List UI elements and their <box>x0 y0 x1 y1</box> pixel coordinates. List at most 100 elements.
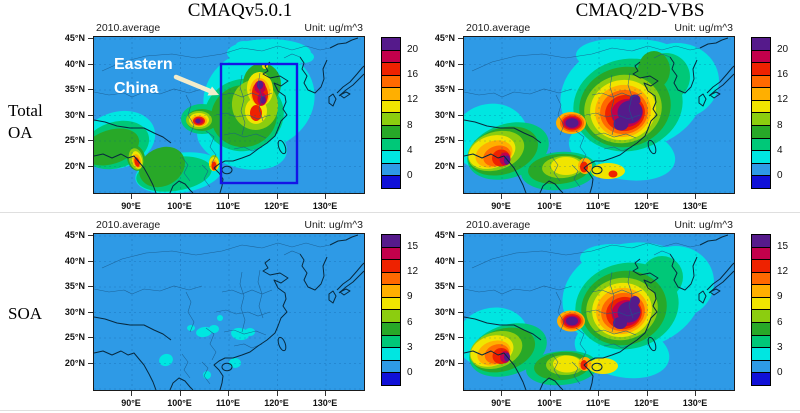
province-borders <box>464 45 701 188</box>
y-tick-label-br-3: 30°N <box>434 306 455 317</box>
colorbar-label-tl-1: 16 <box>407 69 419 80</box>
x-tick-label-tr-1: 100°E <box>537 201 562 211</box>
colorbar-cell-bl-3 <box>382 334 400 348</box>
colorbar-cell-bl-8 <box>382 271 400 285</box>
colorbar-cell-bl-11 <box>382 235 400 247</box>
x-tickmark-tl-1 <box>179 194 181 199</box>
y-tick-label-tl-0: 45°N <box>64 33 85 43</box>
colorbar-cell-tl-5 <box>382 112 400 126</box>
colorbar-cell-br-5 <box>752 309 770 323</box>
map-canvas-tl: Eastern China <box>94 37 364 193</box>
colorbar-cell-tl-8 <box>382 74 400 88</box>
x-tick-label-br-1: 100°E <box>537 398 562 408</box>
coastlines <box>94 37 364 193</box>
colorbar-cell-bl-5 <box>382 309 400 323</box>
contour-field <box>94 39 315 193</box>
x-tick-label-bl-2: 110°E <box>215 398 241 408</box>
x-tickmark-bl-0 <box>131 391 132 396</box>
column-title-cmaq-2dvbs: CMAQ/2D-VBS <box>575 0 705 21</box>
colorbar-tl <box>381 37 401 189</box>
coastlines <box>464 37 734 193</box>
row-label-total: Total <box>8 101 43 120</box>
colorbar-cell-tr-0 <box>752 175 770 188</box>
y-tick-label-tl-1: 40°N <box>64 58 85 69</box>
hainan-outline <box>221 362 233 372</box>
y-tick-label-tr-1: 40°N <box>434 58 455 69</box>
y-tickmark-tl-2 <box>88 89 93 90</box>
map-panel-tr <box>463 36 735 194</box>
colorbar-label-br-5: 0 <box>777 367 783 379</box>
y-tick-label-br-4: 25°N <box>434 332 455 342</box>
hainan-outline <box>591 165 603 175</box>
colorbar-cell-tl-7 <box>382 87 400 100</box>
x-tick-label-bl-1: 100°E <box>167 398 192 408</box>
x-tick-label-bl-0: 90°E <box>121 398 141 408</box>
y-tickmark-br-5 <box>458 362 463 364</box>
colorbar-label-tr-1: 16 <box>777 69 789 80</box>
bottom-border-line <box>0 410 800 411</box>
eastern-china-annotation: Eastern China <box>114 56 299 185</box>
coastlines <box>94 234 364 390</box>
colorbar-label-br-1: 12 <box>777 266 789 277</box>
x-tick-label-br-3: 120°E <box>634 398 659 408</box>
panel-header-period-tl: 2010.average <box>96 22 161 34</box>
annotation-text-line2: China <box>114 80 159 97</box>
colorbar-cell-bl-6 <box>382 296 400 310</box>
y-tick-label-tr-2: 35°N <box>434 84 455 94</box>
y-tickmark-bl-1 <box>88 260 93 262</box>
colorbar-cell-bl-0 <box>382 372 400 385</box>
coastlines <box>464 234 734 390</box>
colorbar-cell-tl-0 <box>382 175 400 188</box>
contour-field <box>464 39 719 191</box>
x-tick-label-br-2: 110°E <box>585 398 611 408</box>
colorbar-cell-br-9 <box>752 259 770 272</box>
colorbar-cell-tr-11 <box>752 38 770 50</box>
colorbar-cell-tr-8 <box>752 74 770 88</box>
colorbar-label-tr-4: 4 <box>777 145 783 156</box>
annotation-arrow-shaft <box>173 74 213 94</box>
x-tick-label-br-0: 90°E <box>491 398 511 408</box>
x-tickmark-bl-2 <box>228 391 229 396</box>
province-borders <box>94 45 331 188</box>
y-tickmark-bl-4 <box>88 337 93 338</box>
colorbar-label-tl-0: 20 <box>407 43 419 55</box>
y-tickmark-br-2 <box>458 286 463 287</box>
y-tick-label-br-1: 40°N <box>434 255 455 266</box>
x-tickmark-bl-3 <box>276 391 278 396</box>
colorbar-cell-br-7 <box>752 284 770 297</box>
colorbar-cell-tr-5 <box>752 112 770 126</box>
annotation-arrow-head <box>207 86 219 96</box>
y-tick-label-tr-4: 25°N <box>434 135 455 145</box>
colorbar-cell-br-0 <box>752 372 770 385</box>
colorbar-label-br-3: 6 <box>777 316 783 328</box>
row-label-oa: OA <box>8 123 33 143</box>
contour-field <box>464 242 714 386</box>
row-label-total-oa: Total OA <box>8 100 43 144</box>
colorbar-cell-tl-10 <box>382 49 400 63</box>
y-tick-label-bl-0: 45°N <box>64 230 85 240</box>
colorbar-cell-tl-2 <box>382 150 400 163</box>
y-tickmark-br-4 <box>458 337 463 338</box>
colorbar-label-br-0: 15 <box>777 240 789 252</box>
contour-field <box>159 315 255 379</box>
taiwan-outline <box>277 139 287 155</box>
y-tickmark-tl-1 <box>88 63 93 65</box>
panel-header-unit-bl: Unit: ug/m^3 <box>304 219 363 231</box>
x-tickmark-br-2 <box>598 391 599 396</box>
y-tickmark-tr-1 <box>458 63 463 65</box>
x-tick-label-tl-1: 100°E <box>167 201 192 211</box>
y-tickmark-tr-2 <box>458 89 463 90</box>
x-tickmark-tl-2 <box>228 194 229 199</box>
colorbar-cell-tr-10 <box>752 49 770 63</box>
map-panel-bl <box>93 233 365 391</box>
colorbar-cell-br-8 <box>752 271 770 285</box>
x-tickmark-br-3 <box>646 391 648 396</box>
eastern-china-box <box>219 62 299 185</box>
colorbar-label-tr-0: 20 <box>777 43 789 55</box>
colorbar-label-br-2: 9 <box>777 291 783 303</box>
ocean-background <box>94 234 364 390</box>
colorbar-cell-tl-9 <box>382 62 400 75</box>
x-tick-label-tl-3: 120°E <box>264 201 289 211</box>
x-tickmark-br-1 <box>549 391 551 396</box>
